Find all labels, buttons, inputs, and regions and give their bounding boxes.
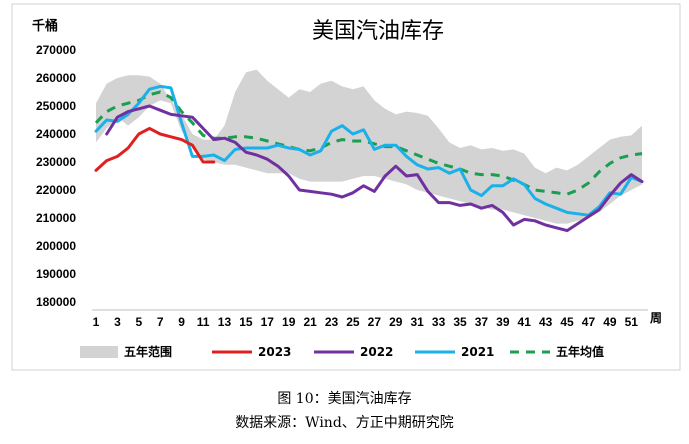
x-tick-label: 5: [135, 315, 142, 329]
series-line-2023: [94, 126, 216, 172]
x-tick-label: 11: [197, 315, 210, 329]
x-tick-label: 3: [114, 315, 121, 329]
y-tick-label: 210000: [36, 211, 76, 225]
x-tick-label: 47: [582, 315, 596, 329]
y-tick-label: 270000: [36, 43, 76, 57]
y-tick-label: 190000: [36, 267, 76, 281]
range-band-area: [96, 69, 642, 224]
legend: 五年范围 2023 2022 2021 五年均值: [80, 344, 604, 359]
x-tick-label: 1: [93, 315, 100, 329]
x-tick-label: 43: [539, 315, 553, 329]
y-tick-label: 180000: [36, 295, 76, 309]
figure-caption: 图 10：美国汽油库存: [277, 391, 412, 407]
x-tick-layer: 1 3 5 7 9 11 13 15 17 19 21 23 25 27 29 31 33 35 37 39 41 43 4…: [93, 315, 639, 329]
series-line-2022: [105, 104, 644, 233]
y-tick-label: 250000: [36, 99, 76, 113]
x-tick-label: 15: [239, 315, 253, 329]
x-tick-label: 31: [410, 315, 424, 329]
source-caption: 数据来源：Wind、方正中期研究院: [235, 415, 454, 431]
chart-border: [11, 3, 681, 371]
legend-label-2021: 2021: [461, 345, 494, 359]
x-tick-label: 23: [325, 315, 339, 329]
y-tick-layer: 180000 190000 200000 210000 220000 230000 2400…: [36, 43, 76, 309]
x-tick-label: 45: [560, 315, 574, 329]
x-tick-label: 27: [368, 315, 382, 329]
x-tick-label: 33: [432, 315, 446, 329]
x-tick-label: 25: [346, 315, 360, 329]
x-tick-label: 13: [218, 315, 232, 329]
x-tick-label: 49: [603, 315, 617, 329]
x-tick-label: 41: [518, 315, 532, 329]
legend-label-2023: 2023: [258, 345, 291, 359]
y-tick-label: 220000: [36, 183, 76, 197]
range-band-layer: [96, 69, 642, 224]
y-tick-label: 240000: [36, 127, 76, 141]
x-tick-label: 37: [475, 315, 489, 329]
y-tick-label: 260000: [36, 71, 76, 85]
x-tick-label: 17: [261, 315, 275, 329]
x-tick-label: 19: [282, 315, 296, 329]
legend-label-2022: 2022: [360, 345, 393, 359]
x-tick-label: 39: [496, 315, 510, 329]
legend-swatch-range: [80, 346, 118, 358]
x-tick-label: 35: [453, 315, 467, 329]
x-tick-label: 51: [625, 315, 639, 329]
legend-label-五年均值: 五年均值: [556, 344, 604, 359]
x-tick-label: 21: [303, 315, 317, 329]
y-axis-unit: 千桶: [32, 18, 58, 34]
x-tick-label: 29: [389, 315, 403, 329]
legend-label-range: 五年范围: [124, 344, 172, 359]
x-tick-label: 7: [157, 315, 164, 329]
chart-title: 美国汽油库存: [312, 19, 444, 44]
series-line-2021: [94, 84, 644, 217]
x-axis-unit: 周: [650, 311, 662, 325]
series-layer: [94, 84, 644, 233]
y-tick-label: 200000: [36, 239, 76, 253]
x-tick-label: 9: [178, 315, 185, 329]
y-tick-label: 230000: [36, 155, 76, 169]
